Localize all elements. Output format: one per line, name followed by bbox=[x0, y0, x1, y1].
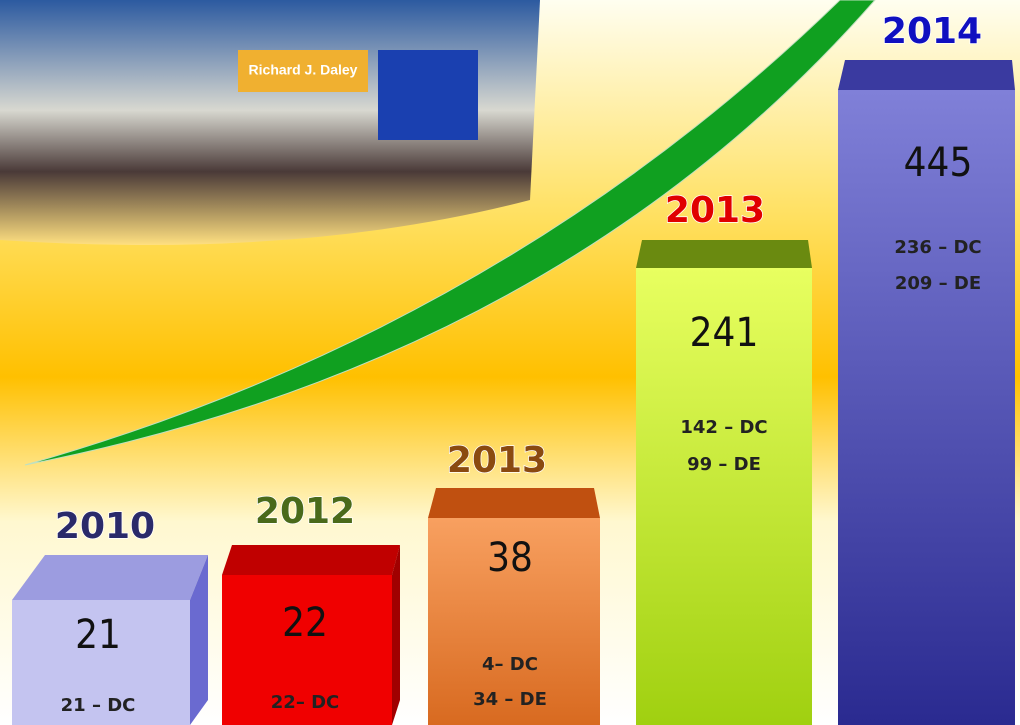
breakdown: 21 – DC bbox=[61, 695, 136, 716]
breakdown: 209 – DE bbox=[895, 273, 981, 294]
bar-top bbox=[12, 555, 208, 600]
year-label: 2012 bbox=[255, 491, 355, 532]
bar-side bbox=[392, 545, 400, 725]
bar-side bbox=[190, 555, 208, 725]
bar-top bbox=[838, 60, 1015, 90]
bar bbox=[428, 518, 600, 725]
year-label: 2010 bbox=[55, 506, 155, 547]
total: 445 bbox=[904, 140, 973, 186]
year-label: 2013 bbox=[447, 440, 547, 481]
total: 38 bbox=[487, 535, 533, 581]
year-label: 2013 bbox=[665, 190, 765, 231]
total: 241 bbox=[690, 310, 759, 356]
bar bbox=[12, 600, 190, 725]
total: 21 bbox=[75, 612, 121, 658]
bar-top bbox=[428, 488, 600, 518]
photo-sign: Richard J. Daley bbox=[249, 62, 358, 78]
growth-swoosh bbox=[24, 0, 876, 466]
bar-top bbox=[222, 545, 400, 575]
bar-top bbox=[636, 240, 812, 268]
year-label: 2014 bbox=[882, 11, 982, 52]
breakdown: 22– DC bbox=[271, 692, 339, 713]
total: 22 bbox=[282, 600, 328, 646]
bar bbox=[838, 90, 1015, 725]
breakdown: 142 – DC bbox=[680, 417, 767, 438]
breakdown: 236 – DC bbox=[894, 237, 981, 258]
bar bbox=[222, 575, 392, 725]
breakdown: 4– DC bbox=[482, 654, 538, 675]
breakdown: 34 – DE bbox=[473, 689, 547, 710]
breakdown: 99 – DE bbox=[687, 454, 761, 475]
photo-door bbox=[378, 50, 478, 140]
photo-sign-board bbox=[238, 50, 368, 92]
bar bbox=[636, 268, 812, 725]
